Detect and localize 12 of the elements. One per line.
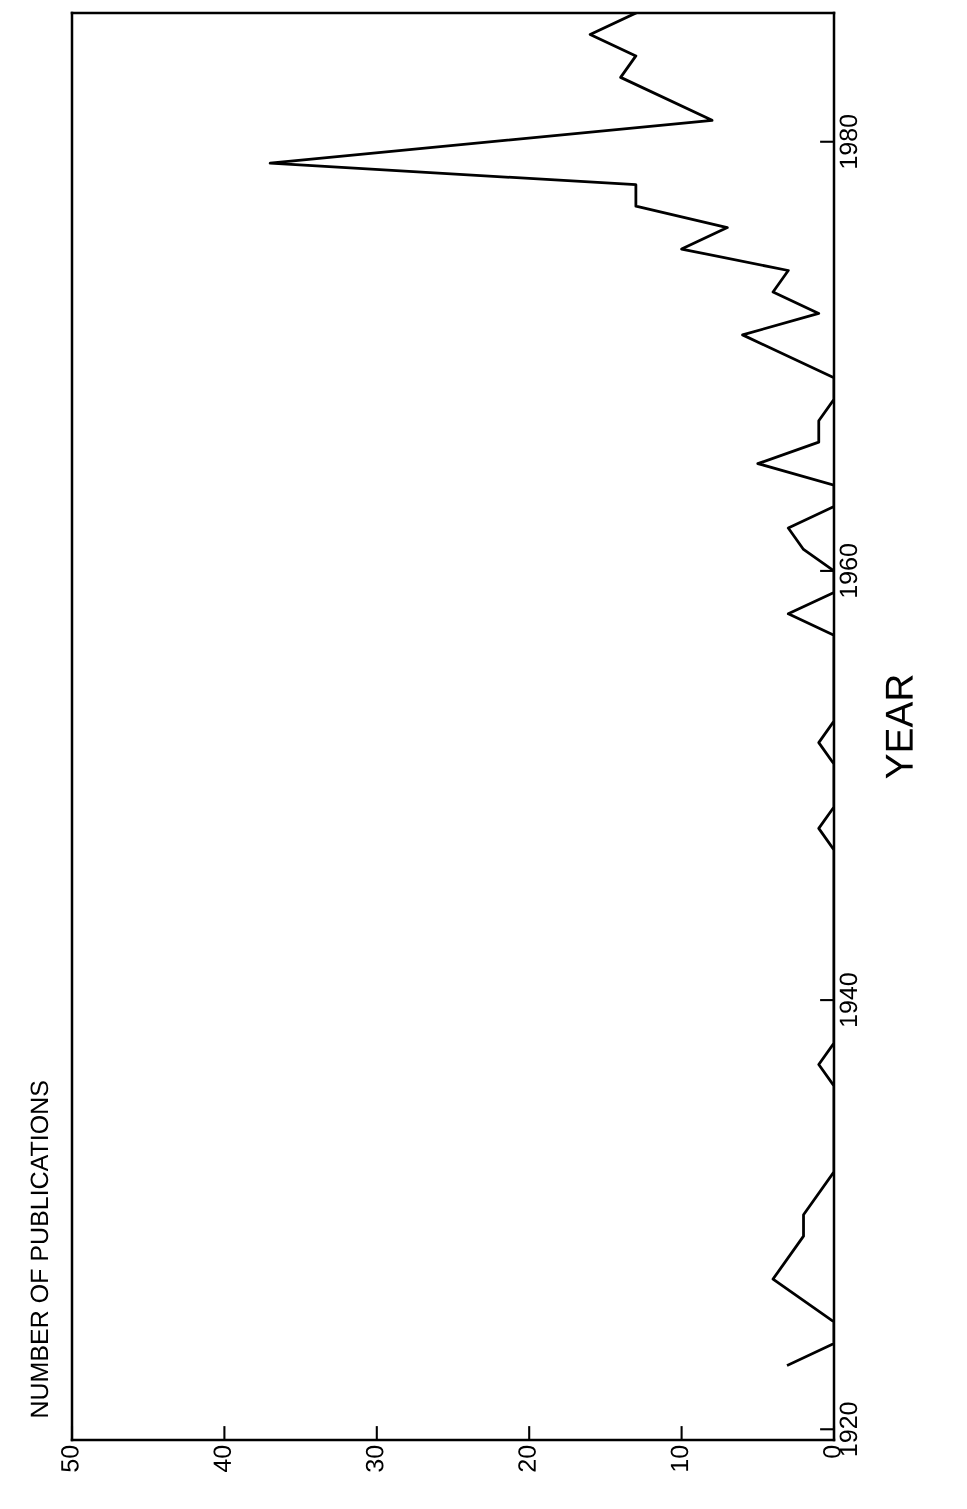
x-tick-label: 50	[61, 1445, 79, 1472]
text: NUMBER OF PUBLICATIONS	[30, 1081, 49, 1417]
x-tick-label: 10	[670, 1445, 689, 1471]
y-tick-label: 1960	[839, 544, 858, 597]
x-tick-label: 20	[518, 1445, 536, 1472]
y-tick-label: 1920	[839, 1402, 858, 1456]
x-tick-label: 30	[365, 1445, 384, 1472]
y-tick-label: 1980	[839, 114, 858, 168]
y-axis-title: YEAR	[885, 675, 913, 779]
x-tick-label: 0	[823, 1445, 841, 1458]
y-tick-label: 1940	[839, 973, 858, 1026]
x-tick-label: 40	[213, 1445, 232, 1473]
